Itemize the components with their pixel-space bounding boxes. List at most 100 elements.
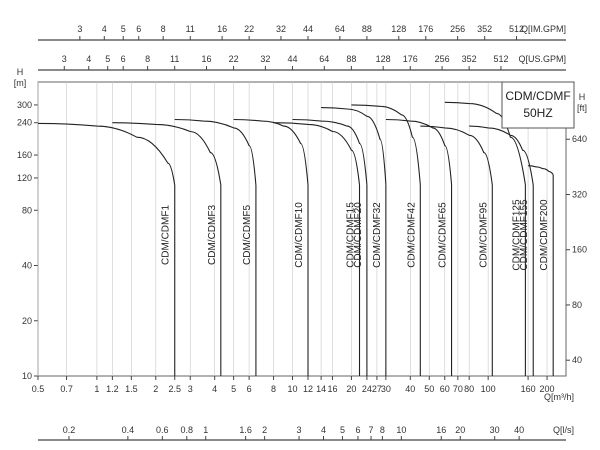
ls-tick-label: 0.6 [156, 425, 169, 435]
imgpm-tick-label: 11 [186, 24, 195, 34]
usgpm-tick-label: 512 [493, 54, 508, 64]
imgpm-tick-label: 16 [217, 24, 227, 34]
m3h-tick-label: 0.5 [32, 384, 45, 394]
m3h-tick-label: 40 [405, 384, 415, 394]
m3h-tick-label: 50 [424, 384, 434, 394]
imgpm-tick-label: 512 [509, 24, 524, 34]
head-ft-tick-label: 80 [572, 300, 582, 310]
usgpm-tick-label: 6 [121, 54, 126, 64]
ls-tick-label: 0.4 [122, 425, 135, 435]
m3h-tick-label: 80 [464, 384, 474, 394]
usgpm-tick-label: 64 [319, 54, 329, 64]
m3h-tick-label: 27 [372, 384, 382, 394]
legend-title: CDM/CDMF [505, 89, 570, 103]
curve-cdm-cdmf42 [351, 104, 421, 185]
usgpm-tick-label: 352 [462, 54, 477, 64]
head-m-axis-unit: [m] [14, 78, 27, 88]
usgpm-tick-label: 22 [229, 54, 239, 64]
m3h-tick-label: 6 [247, 384, 252, 394]
imgpm-tick-label: 352 [477, 24, 492, 34]
imgpm-tick-label: 32 [276, 24, 286, 34]
m3h-tick-label: 4 [212, 384, 217, 394]
m3h-tick-label: 8 [271, 384, 276, 394]
legend-box: CDM/CDMF 50HZ [501, 81, 575, 129]
usgpm-tick-label: 3 [62, 54, 67, 64]
m3h-tick-label: 100 [481, 384, 496, 394]
imgpm-tick-label: 44 [303, 24, 313, 34]
usgpm-tick-label: 11 [170, 54, 179, 64]
imgpm-tick-label: 8 [161, 24, 166, 34]
usgpm-tick-label: 4 [86, 54, 91, 64]
imgpm-tick-label: 256 [450, 24, 465, 34]
curve-label-cdm-cdmf15: CDM/CDMF15 [346, 202, 357, 268]
usgpm-tick-label: 256 [435, 54, 450, 64]
head-m-axis-label: H [17, 67, 24, 77]
ls-tick-label: 0.2 [63, 425, 76, 435]
curve-label-cdm-cdmf42: CDM/CDMF42 [406, 202, 417, 268]
head-ft-tick-label: 640 [572, 134, 587, 144]
curve-label-cdm-cdmf10: CDM/CDMF10 [294, 202, 305, 268]
ls-tick-label: 30 [490, 425, 500, 435]
ls-tick-label: 6 [355, 425, 360, 435]
curve-cdm-cdmf5 [174, 118, 257, 185]
ls-tick-label: 7 [369, 425, 374, 435]
usgpm-tick-label: 44 [287, 54, 297, 64]
imgpm-axis-label: Q[IM.GPM] [521, 24, 566, 34]
usgpm-tick-label: 5 [105, 54, 110, 64]
head-m-tick-label: 40 [22, 261, 32, 271]
head-ft-axis-label: H [579, 92, 586, 102]
imgpm-tick-label: 22 [244, 24, 254, 34]
m3h-tick-label: 16 [327, 384, 337, 394]
head-m-tick-label: 20 [22, 316, 32, 326]
ls-tick-label: 0.8 [181, 425, 194, 435]
curve-cdm-cdmf3 [112, 122, 222, 185]
m3h-tick-label: 1.2 [106, 384, 119, 394]
ls-tick-label: 5 [340, 425, 345, 435]
m3h-tick-label: 10 [288, 384, 298, 394]
imgpm-tick-label: 176 [418, 24, 433, 34]
ls-tick-label: 1.6 [239, 425, 252, 435]
m3h-tick-label: 5 [231, 384, 236, 394]
axes-layer: 3 4 5 6 8 11 16 22 32 44 64 88 128 176 256 352 512Q[IM.G… [14, 24, 587, 441]
ls-tick-label: 40 [514, 425, 524, 435]
curve-cdm-cdmf155 [469, 125, 534, 185]
curve-cdm-cdmf32 [321, 107, 387, 185]
ls-tick-label: 16 [436, 425, 446, 435]
m3h-tick-label: 12 [303, 384, 313, 394]
curve-cdm-cdmf1 [37, 122, 176, 185]
curve-label-cdm-cdmf32: CDM/CDMF32 [372, 202, 383, 268]
usgpm-tick-label: 88 [346, 54, 356, 64]
curve-label-cdm-cdmf20: CDM/CDMF20 [353, 202, 364, 268]
curve-cdm-cdmf20 [292, 118, 368, 185]
m3h-tick-label: 0.7 [60, 384, 73, 394]
m3h-tick-label: 200 [540, 384, 555, 394]
curve-label-cdm-cdmf3: CDM/CDMF3 [207, 205, 218, 265]
m3h-tick-label: 1 [94, 384, 99, 394]
curve-cdm-cdmf200 [528, 165, 554, 176]
ls-tick-label: 8 [380, 425, 385, 435]
ls-axis-label: Q[l/s] [553, 425, 574, 435]
ls-tick-label: 20 [455, 425, 465, 435]
m3h-tick-label: 60 [440, 384, 450, 394]
head-m-tick-label: 300 [17, 100, 32, 110]
usgpm-tick-label: 8 [145, 54, 150, 64]
curve-label-cdm-cdmf155: CDM/CDMF155 [519, 199, 530, 271]
ls-tick-label: 3 [297, 425, 302, 435]
curve-label-cdm-cdmf125: CDM/CDMF125 [511, 199, 522, 271]
m3h-tick-label: 14 [316, 384, 326, 394]
curve-label-cdm-cdmf5: CDM/CDMF5 [242, 205, 253, 265]
legend-subtitle: 50HZ [523, 106, 552, 120]
head-m-tick-label: 240 [17, 118, 32, 128]
curve-cdm-cdmf125 [444, 101, 526, 185]
ls-tick-label: 4 [321, 425, 326, 435]
m3h-tick-label: 24 [362, 384, 372, 394]
m3h-tick-label: 160 [521, 384, 536, 394]
m3h-tick-label: 1.5 [125, 384, 138, 394]
curve-label-cdm-cdmf200: CDM/CDMF200 [539, 199, 550, 271]
ls-tick-label: 10 [396, 425, 406, 435]
imgpm-tick-label: 128 [391, 24, 406, 34]
head-ft-tick-label: 160 [572, 245, 587, 255]
m3h-tick-label: 70 [453, 384, 463, 394]
imgpm-tick-label: 5 [121, 24, 126, 34]
